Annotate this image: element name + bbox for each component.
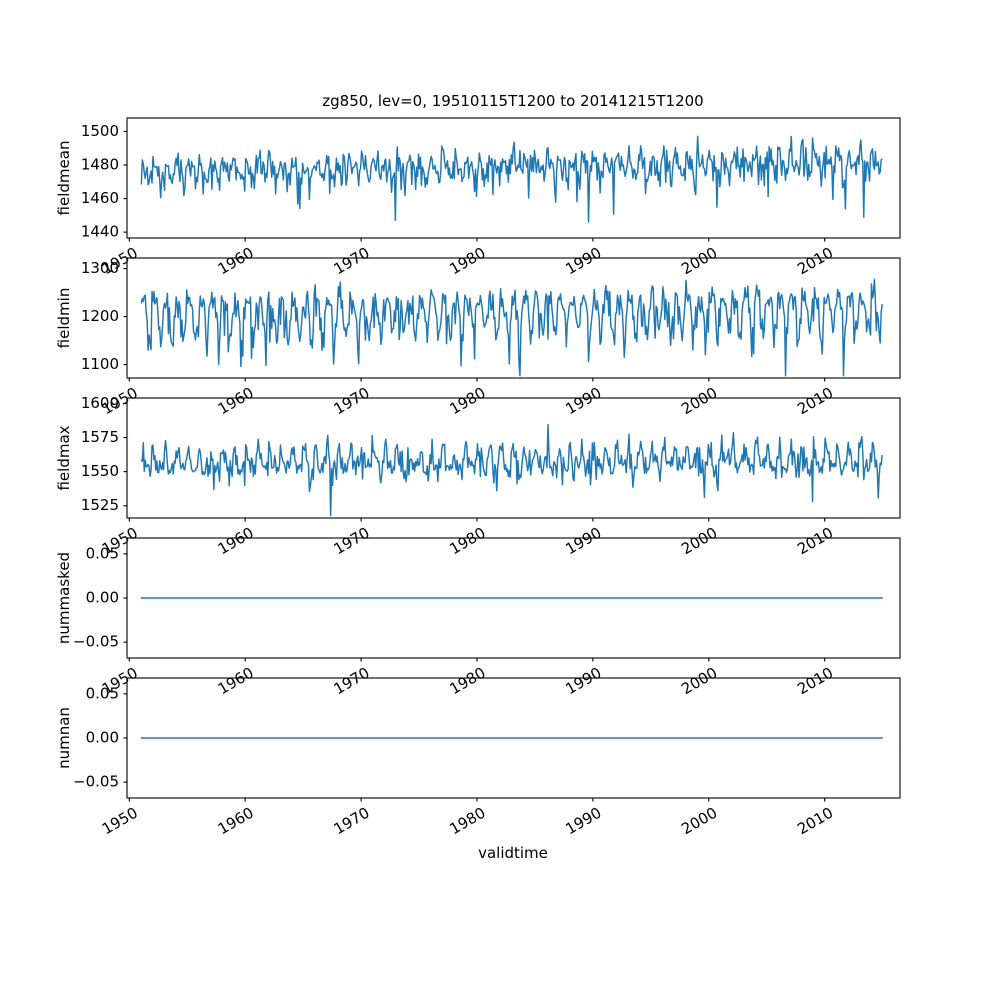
y-axis-label-fieldmean: fieldmean bbox=[55, 141, 73, 216]
y-tick-label-fieldmean: 1480 bbox=[81, 155, 119, 173]
y-axis-label-fieldmax: fieldmax bbox=[55, 425, 73, 490]
y-tick-label-nummasked: 0.05 bbox=[86, 544, 119, 562]
y-tick-label-fieldmean: 1500 bbox=[81, 122, 119, 140]
y-tick-label-fieldmin: 1300 bbox=[81, 259, 119, 277]
y-tick-label-fieldmin: 1100 bbox=[81, 355, 119, 373]
panel-frame-fieldmin bbox=[126, 257, 901, 379]
y-tick-label-fieldmax: 1525 bbox=[81, 496, 119, 514]
page-title: zg850, lev=0, 19510115T1200 to 20141215T… bbox=[322, 92, 703, 110]
y-tick-label-numnan: 0.00 bbox=[86, 729, 119, 747]
x-axis-label: validtime bbox=[478, 844, 548, 862]
y-tick-label-nummasked: −0.05 bbox=[73, 633, 119, 651]
panel-frame-fieldmax bbox=[126, 397, 901, 519]
series-line-fieldmax bbox=[140, 423, 883, 517]
y-tick-label-fieldmax: 1600 bbox=[81, 394, 119, 412]
y-tick-label-fieldmax: 1575 bbox=[81, 428, 119, 446]
panel-frame-fieldmean bbox=[126, 117, 901, 239]
y-axis-label-nummasked: nummasked bbox=[55, 552, 73, 644]
y-tick-label-fieldmean: 1440 bbox=[81, 223, 119, 241]
y-axis-label-fieldmin: fieldmin bbox=[55, 288, 73, 349]
y-tick-label-fieldmean: 1460 bbox=[81, 189, 119, 207]
series-line-fieldmin bbox=[140, 278, 883, 377]
y-tick-label-fieldmin: 1200 bbox=[81, 307, 119, 325]
y-tick-label-fieldmax: 1550 bbox=[81, 462, 119, 480]
y-tick-label-numnan: −0.05 bbox=[73, 773, 119, 791]
y-axis-label-numnan: numnan bbox=[55, 707, 73, 769]
series-line-fieldmean bbox=[140, 135, 883, 223]
y-tick-label-numnan: 0.05 bbox=[86, 684, 119, 702]
y-tick-label-nummasked: 0.00 bbox=[86, 589, 119, 607]
